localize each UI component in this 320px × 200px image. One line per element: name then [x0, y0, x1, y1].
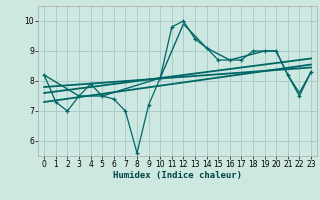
X-axis label: Humidex (Indice chaleur): Humidex (Indice chaleur) — [113, 171, 242, 180]
